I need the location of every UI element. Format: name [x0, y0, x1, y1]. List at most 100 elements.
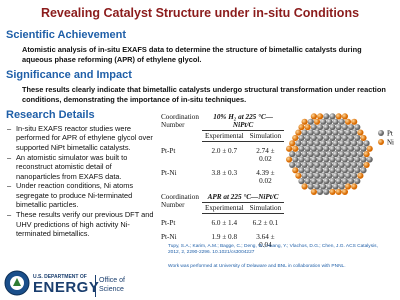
atom: [317, 167, 324, 174]
atom: [338, 140, 345, 147]
atom: [286, 156, 293, 163]
atom: [301, 172, 308, 179]
atom: [348, 167, 355, 174]
atom: [320, 172, 327, 179]
atom: [307, 161, 314, 169]
atom: [298, 178, 305, 185]
column-header: Simulation: [246, 130, 285, 142]
atom: [317, 124, 324, 131]
atom: [292, 167, 299, 174]
atom: [357, 140, 364, 147]
atom: [348, 134, 355, 142]
atom: [357, 172, 364, 179]
atom: [313, 172, 321, 179]
header-row: Coordination Number APR at 225 °C—NiPt/C: [158, 192, 284, 209]
subheader-row: Experimental Simulation: [158, 130, 285, 142]
atom: [292, 134, 299, 142]
cell: 4.39 ± 0.02: [256, 169, 275, 185]
atom: [323, 145, 330, 152]
atom: [298, 156, 305, 163]
atom: [310, 124, 317, 131]
atom: [357, 151, 364, 158]
section-text: Atomistic analysis of in-situ EXAFS data…: [22, 45, 362, 64]
cell: 6.2 ± 0.1: [252, 219, 279, 227]
atom: [360, 156, 367, 163]
atom: [310, 188, 317, 196]
atom: [344, 161, 352, 169]
legend-marker: [378, 139, 384, 145]
atom: [344, 172, 352, 179]
atom: [323, 156, 330, 163]
row-header: Coordination Number: [161, 113, 199, 129]
atom: [317, 134, 324, 142]
atom: [304, 134, 311, 142]
atom: [348, 178, 355, 185]
atom: [326, 140, 333, 147]
atom: [341, 188, 348, 196]
atom: [332, 140, 339, 147]
atom: [292, 145, 299, 152]
section-heading: Scientific Achievement: [6, 29, 127, 41]
legend-label: Pt: [387, 130, 393, 138]
atom: [338, 172, 345, 179]
atom: [320, 183, 327, 190]
column-header: Experimental: [201, 130, 247, 142]
atom: [354, 134, 361, 142]
atom: [323, 178, 330, 185]
bullet: In-situ EXAFS reactor studies were perfo…: [6, 124, 156, 152]
atom: [289, 140, 296, 147]
atom: [326, 183, 333, 190]
atom: [295, 151, 302, 158]
atom: [341, 134, 348, 142]
legend-label: Ni: [387, 139, 394, 147]
atom: [354, 178, 361, 185]
atom: [301, 140, 308, 147]
atom: [348, 145, 355, 152]
cell: 6.0 ± 1.4: [211, 219, 238, 227]
atom: [335, 188, 342, 196]
atom: [351, 118, 358, 125]
atom: [307, 129, 314, 136]
atom: [341, 178, 348, 185]
atom: [317, 156, 324, 163]
atom: [351, 161, 358, 169]
atom: [317, 113, 324, 120]
condition: 10% H₂ at 225 °C—NiPt/C: [213, 113, 273, 129]
atom: [351, 183, 358, 190]
atom: [323, 134, 330, 142]
bullet-list: In-situ EXAFS reactor studies were perfo…: [6, 124, 156, 239]
atom: [344, 183, 352, 190]
atom: [304, 145, 311, 152]
atom: [320, 161, 327, 169]
atom: [310, 134, 317, 142]
atom: [295, 172, 302, 179]
atom: [329, 167, 336, 174]
atom: [344, 140, 352, 147]
atom: [335, 167, 342, 174]
atom: [360, 145, 367, 152]
atom: [323, 124, 330, 131]
atom: [298, 134, 305, 142]
atom: [344, 129, 352, 136]
atom: [310, 156, 317, 163]
section-heading: Research Details: [6, 109, 95, 121]
atom: [366, 156, 373, 163]
credit: Work was performed at University of Dela…: [168, 264, 346, 269]
atom: [307, 183, 314, 190]
atom: [351, 172, 358, 179]
atom: [335, 156, 342, 163]
separator: [95, 275, 96, 297]
atom: [313, 118, 321, 125]
atom: [360, 167, 367, 174]
atom: [332, 183, 339, 190]
legend-marker: [378, 130, 384, 136]
header-row: Coordination Number 10% H₂ at 225 °C—NiPt…: [158, 112, 284, 131]
atom: [332, 151, 339, 158]
atom: [313, 183, 321, 190]
cell: Pt-Pt: [161, 146, 176, 155]
atom: [329, 124, 336, 131]
atom: [326, 151, 333, 158]
atom: [286, 145, 293, 152]
atom: [329, 145, 336, 152]
atom: [341, 156, 348, 163]
